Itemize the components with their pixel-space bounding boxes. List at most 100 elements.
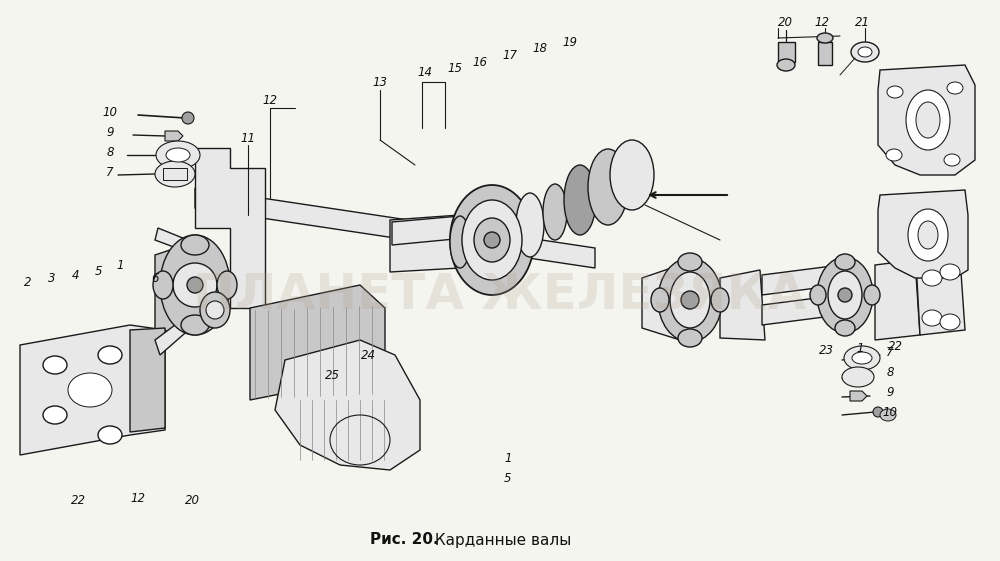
Ellipse shape xyxy=(206,301,224,319)
Ellipse shape xyxy=(880,409,896,421)
Ellipse shape xyxy=(98,426,122,444)
Ellipse shape xyxy=(940,264,960,280)
Ellipse shape xyxy=(940,314,960,330)
Text: 20: 20 xyxy=(184,494,200,507)
Text: 8: 8 xyxy=(106,145,114,159)
Ellipse shape xyxy=(484,232,500,248)
Polygon shape xyxy=(390,215,460,272)
Polygon shape xyxy=(762,295,840,325)
Polygon shape xyxy=(642,265,680,340)
Text: 15: 15 xyxy=(448,62,462,75)
Text: 9: 9 xyxy=(106,126,114,139)
Ellipse shape xyxy=(516,193,544,257)
Polygon shape xyxy=(878,190,968,278)
Text: 10: 10 xyxy=(103,105,118,118)
Ellipse shape xyxy=(681,291,699,309)
Ellipse shape xyxy=(474,218,510,262)
Ellipse shape xyxy=(852,352,872,364)
Ellipse shape xyxy=(947,82,963,94)
Text: 24: 24 xyxy=(360,348,376,361)
Polygon shape xyxy=(130,328,165,432)
Text: 11: 11 xyxy=(240,131,256,145)
Text: 23: 23 xyxy=(818,343,834,356)
Ellipse shape xyxy=(187,277,203,293)
Text: 18: 18 xyxy=(532,42,548,54)
Text: Карданные валы: Карданные валы xyxy=(430,532,571,548)
Text: 12: 12 xyxy=(130,491,146,504)
Ellipse shape xyxy=(217,271,237,299)
Ellipse shape xyxy=(838,288,852,302)
Text: 4: 4 xyxy=(72,269,80,282)
Ellipse shape xyxy=(160,235,230,335)
Text: Рис. 20.: Рис. 20. xyxy=(370,532,439,548)
Ellipse shape xyxy=(462,200,522,280)
Polygon shape xyxy=(818,42,832,65)
Polygon shape xyxy=(155,310,200,355)
Ellipse shape xyxy=(450,185,534,295)
Ellipse shape xyxy=(200,292,230,328)
Polygon shape xyxy=(155,228,200,255)
Text: 25: 25 xyxy=(324,369,340,381)
Ellipse shape xyxy=(711,288,729,312)
Ellipse shape xyxy=(543,184,567,240)
Ellipse shape xyxy=(777,59,795,71)
Ellipse shape xyxy=(181,315,209,335)
Ellipse shape xyxy=(155,161,195,187)
Ellipse shape xyxy=(810,285,826,305)
Ellipse shape xyxy=(908,209,948,261)
Ellipse shape xyxy=(678,253,702,271)
Ellipse shape xyxy=(886,149,902,161)
Text: 13: 13 xyxy=(372,76,388,89)
Ellipse shape xyxy=(182,112,194,124)
Ellipse shape xyxy=(68,373,112,407)
Text: 3: 3 xyxy=(48,272,56,284)
Polygon shape xyxy=(875,260,920,340)
Bar xyxy=(163,168,187,180)
Polygon shape xyxy=(720,270,765,340)
Text: 16: 16 xyxy=(473,56,488,68)
Text: 5: 5 xyxy=(95,264,103,278)
Ellipse shape xyxy=(588,149,628,225)
Text: 8: 8 xyxy=(886,366,894,379)
Ellipse shape xyxy=(817,33,833,43)
Ellipse shape xyxy=(906,90,950,150)
Ellipse shape xyxy=(658,258,722,342)
Text: 1: 1 xyxy=(116,259,124,272)
Text: 5: 5 xyxy=(504,471,512,485)
Ellipse shape xyxy=(450,216,470,268)
Ellipse shape xyxy=(887,86,903,98)
Polygon shape xyxy=(250,285,385,400)
Ellipse shape xyxy=(173,263,217,307)
Text: 22: 22 xyxy=(70,494,86,507)
Polygon shape xyxy=(20,325,165,455)
Text: 17: 17 xyxy=(503,48,518,62)
Text: 1: 1 xyxy=(856,342,864,355)
Ellipse shape xyxy=(922,310,942,326)
Polygon shape xyxy=(392,210,528,245)
Ellipse shape xyxy=(864,285,880,305)
Ellipse shape xyxy=(844,346,880,370)
Text: 20: 20 xyxy=(778,16,792,29)
Polygon shape xyxy=(878,65,975,175)
Ellipse shape xyxy=(828,271,862,319)
Polygon shape xyxy=(850,391,867,401)
Polygon shape xyxy=(916,258,965,335)
Polygon shape xyxy=(195,188,595,268)
Text: 7: 7 xyxy=(106,165,114,178)
Ellipse shape xyxy=(817,257,873,333)
Ellipse shape xyxy=(153,271,173,299)
Ellipse shape xyxy=(670,272,710,328)
Text: 22: 22 xyxy=(888,339,902,352)
Text: 7: 7 xyxy=(886,346,894,358)
Polygon shape xyxy=(195,148,265,308)
Ellipse shape xyxy=(922,270,942,286)
Ellipse shape xyxy=(842,367,874,387)
Text: 9: 9 xyxy=(886,385,894,398)
Ellipse shape xyxy=(858,47,872,57)
Ellipse shape xyxy=(166,148,190,162)
Polygon shape xyxy=(165,131,183,141)
Ellipse shape xyxy=(678,329,702,347)
Polygon shape xyxy=(275,340,420,470)
Ellipse shape xyxy=(651,288,669,312)
Ellipse shape xyxy=(156,141,200,169)
